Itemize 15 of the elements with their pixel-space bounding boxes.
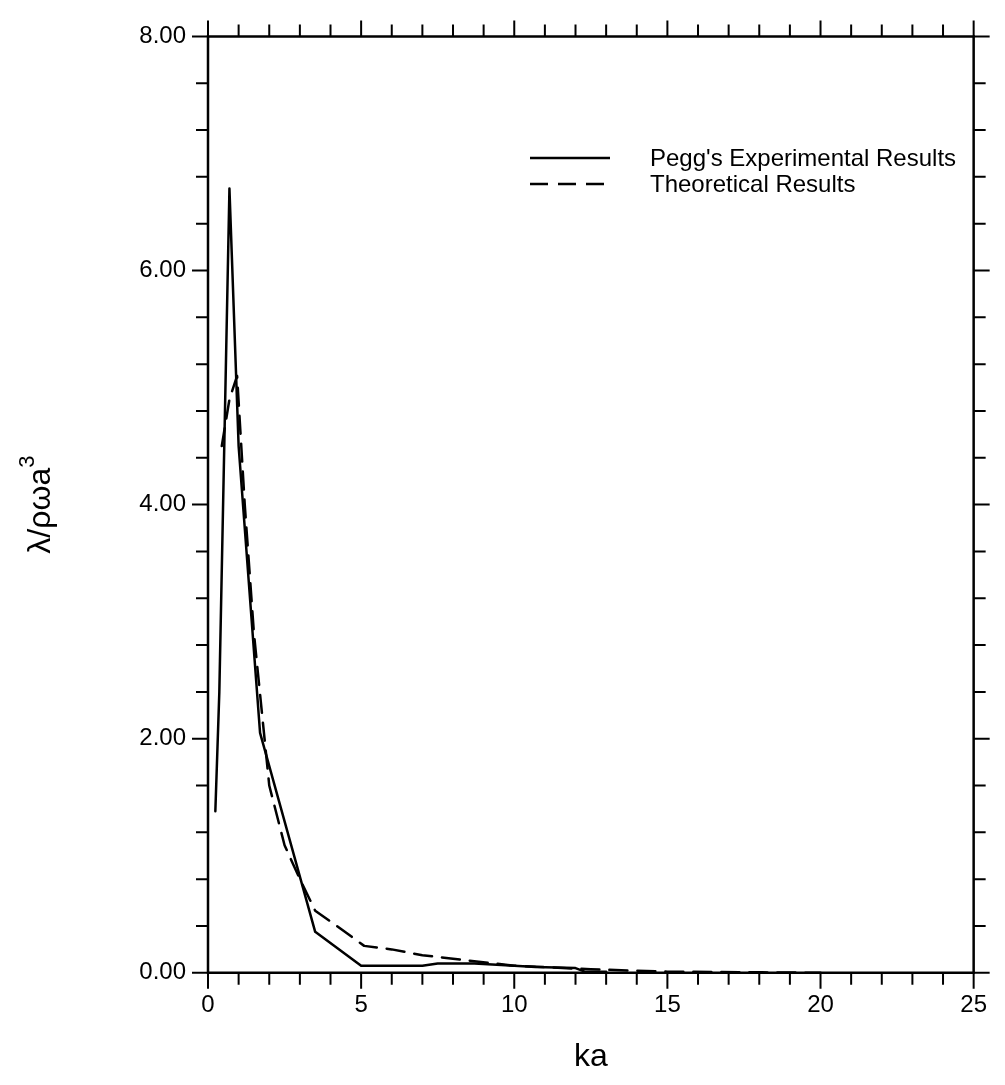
y-tick-label: 4.00	[139, 489, 186, 517]
x-tick-label: 15	[654, 989, 681, 1017]
y-tick-label: 8.00	[139, 21, 186, 49]
legend-label: Theoretical Results	[650, 170, 856, 197]
x-tick-label: 0	[201, 989, 215, 1017]
x-tick-label: 25	[960, 989, 987, 1017]
x-tick-label: 5	[354, 989, 368, 1017]
legend-label: Pegg's Experimental Results	[650, 144, 957, 171]
y-tick-label: 0.00	[139, 957, 186, 985]
y-tick-label: 6.00	[139, 255, 186, 283]
x-tick-label: 10	[500, 989, 528, 1017]
y-axis-title: λ/ρωa3	[14, 455, 57, 554]
y-tick-label: 2.00	[139, 723, 186, 751]
x-tick-label: 20	[807, 989, 834, 1017]
x-axis-title: ka	[573, 1036, 608, 1073]
